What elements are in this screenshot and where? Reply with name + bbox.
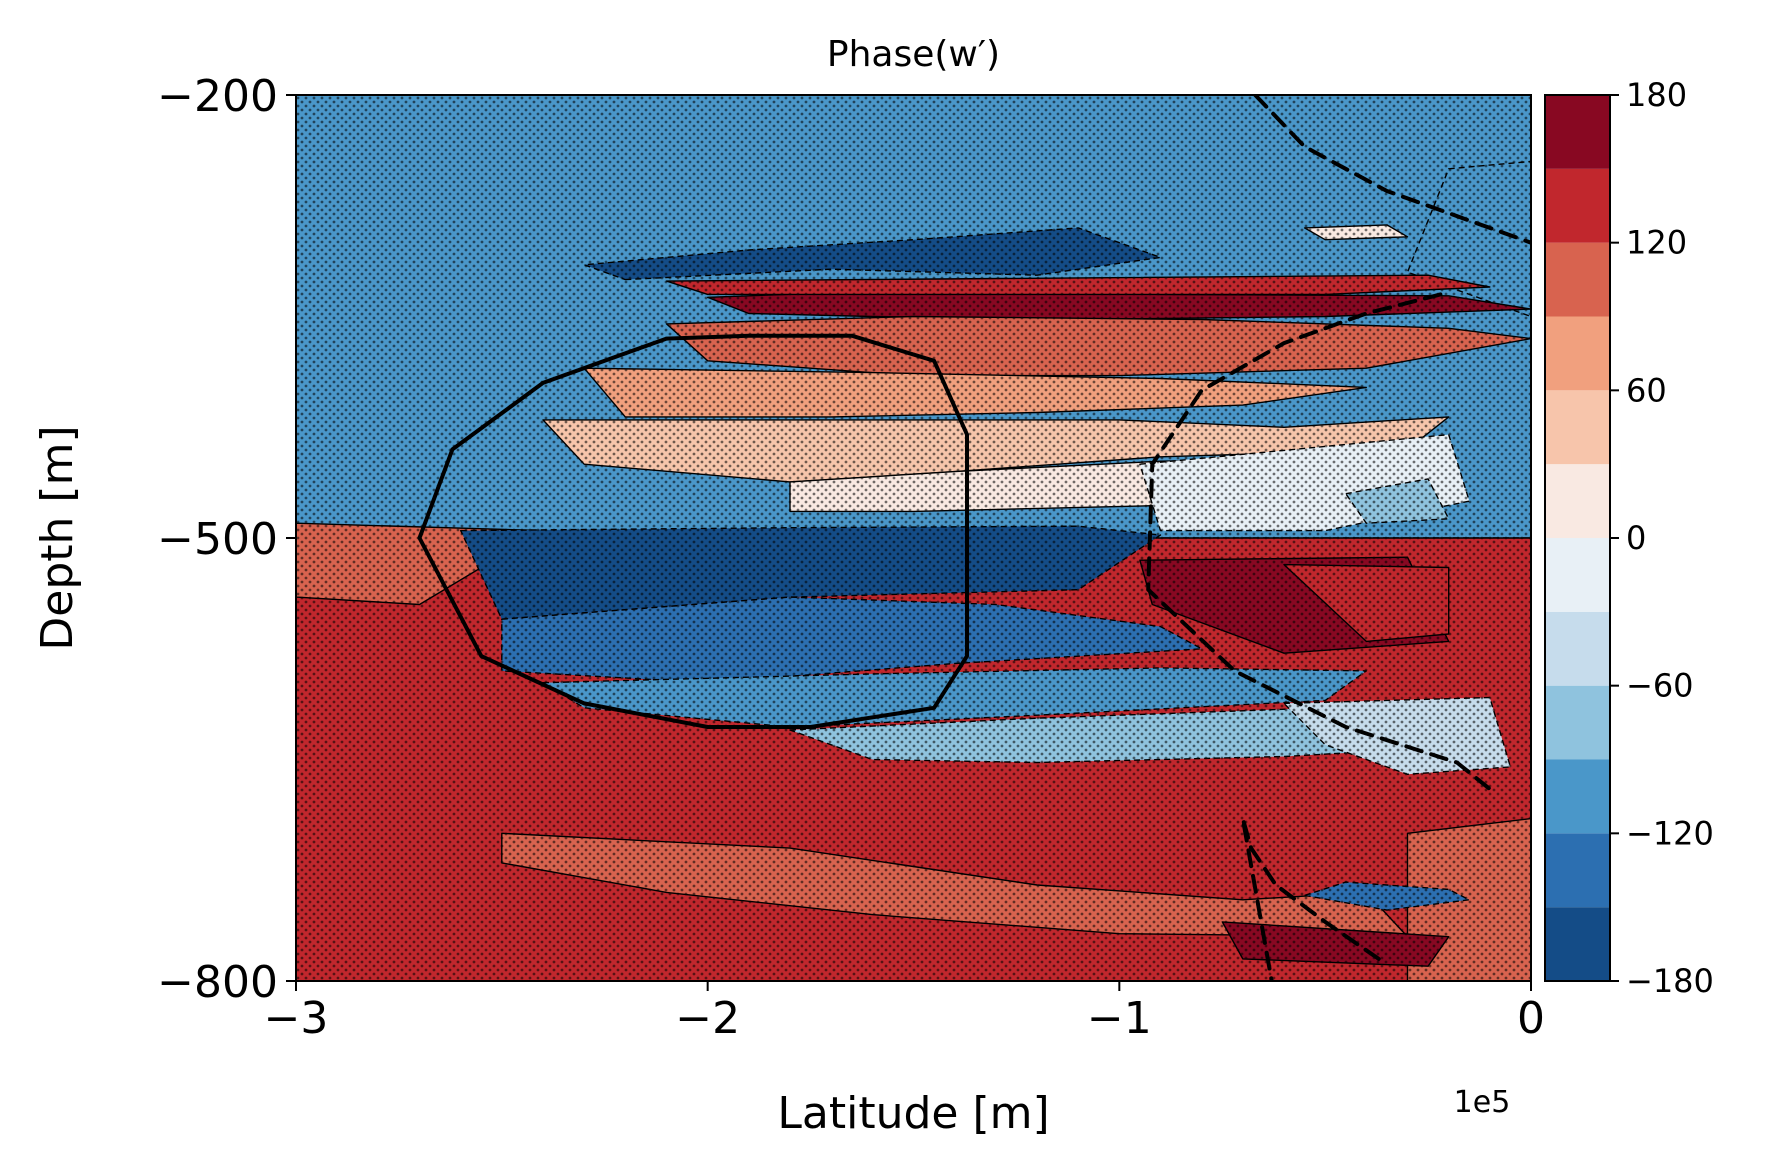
colorbar-segment [1545,907,1610,981]
colorbar-segment [1545,464,1610,538]
plot-area [295,94,1532,982]
colorbar-segment [1545,390,1610,465]
colorbar-segment [1545,833,1610,908]
chart-title: Phase(w′) [827,34,1000,75]
colorbar-segment [1545,759,1610,834]
x-axis-label: Latitude [m] [777,1088,1049,1139]
colorbar-tick-label: −120 [1626,814,1714,852]
colorbar-segment [1545,95,1610,169]
colorbar-tick-label: 60 [1626,371,1667,409]
colorbar-segment [1545,242,1610,317]
colorbar-segment [1545,168,1610,243]
y-tick-label: −800 [157,957,278,1008]
colorbar-tick-label: 120 [1626,224,1687,262]
colorbar-segment [1545,316,1610,391]
colorbar-segment [1545,685,1610,760]
colorbar: −180 −120 −60 0 60 120 180 [1544,76,1714,1000]
x-axis: −3 −2 −1 0 [264,981,1545,1044]
colorbar-segment [1545,538,1610,612]
y-tick-label: −200 [157,71,278,122]
y-tick-label: −500 [157,514,278,565]
dashed-contour-line [1253,95,1531,245]
x-tick-label: −2 [675,993,740,1044]
x-axis-offset-label: 1e5 [1454,1085,1511,1120]
colorbar-tick-label: −60 [1626,667,1694,705]
x-tick-label: −3 [264,993,329,1044]
colorbar-segment [1545,611,1610,686]
y-axis: −200 −500 −800 [157,71,296,1008]
colorbar-tick-label: −180 [1626,962,1714,1000]
colorbar-tick-label: 180 [1626,76,1687,114]
x-tick-label: 0 [1517,993,1545,1044]
contour-annotations [417,95,1531,981]
dashed-contour-line [1146,292,1492,791]
solid-contour-line [417,333,969,729]
colorbar-tick-label: 0 [1626,519,1646,557]
x-tick-label: −1 [1087,993,1152,1044]
hatching-overlay [296,95,1531,981]
y-axis-label: Depth [m] [32,425,83,650]
dashed-contour-line [1240,816,1381,981]
